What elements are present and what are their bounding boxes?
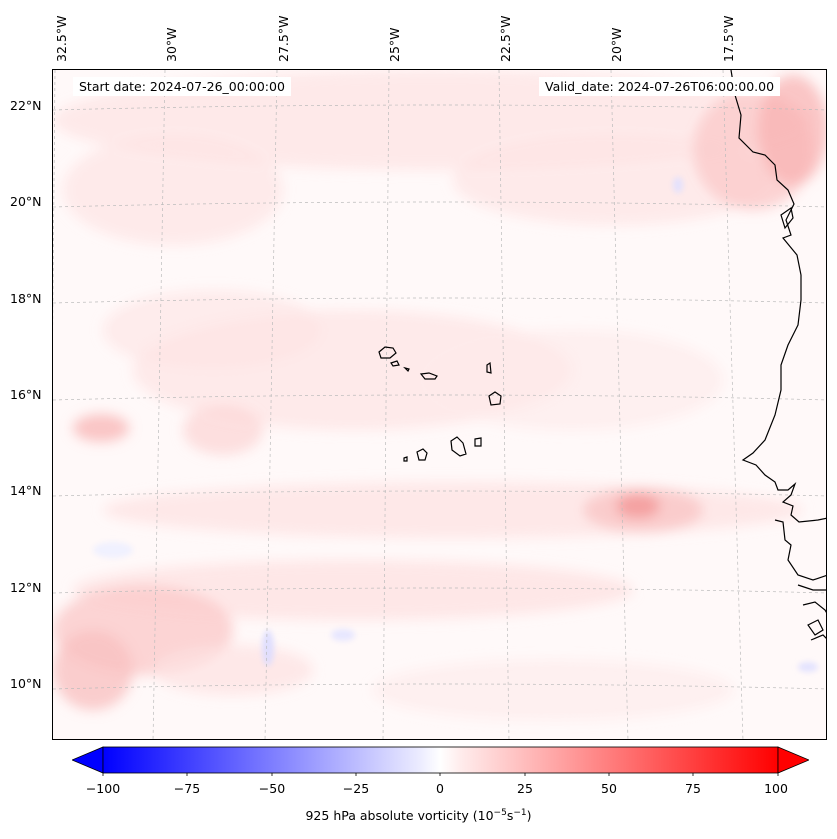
colorbar-label: 925 hPa absolute vorticity (10−5s−1) xyxy=(305,808,532,824)
lon-label-17-5w: 17.5°W xyxy=(721,15,736,62)
lat-label-10n: 10°N xyxy=(10,676,42,691)
lat-label-22n: 22°N xyxy=(10,98,42,113)
cb-tick-100: 100 xyxy=(764,781,788,796)
cb-tick-neg50: −50 xyxy=(258,781,286,796)
cb-tick-50: 50 xyxy=(601,781,617,796)
valid-date-label: Valid_date: 2024-07-26T06:00:00.00 xyxy=(539,77,781,96)
african-coastline xyxy=(730,70,826,641)
lon-label-25w: 25°W xyxy=(387,27,402,62)
lon-label-22-5w: 22.5°W xyxy=(498,15,513,62)
lat-label-14n: 14°N xyxy=(10,483,42,498)
cape-verde-islands xyxy=(378,346,502,462)
lat-label-18n: 18°N xyxy=(10,291,42,306)
vorticity-field xyxy=(53,70,826,720)
cb-tick-25: 25 xyxy=(517,781,533,796)
lon-label-27-5w: 27.5°W xyxy=(276,15,291,62)
lon-label-20w: 20°W xyxy=(609,27,624,62)
lon-label-32-5w: 32.5°W xyxy=(54,15,69,62)
cb-tick-neg75: −75 xyxy=(173,781,201,796)
colorbar-min-extend xyxy=(72,746,104,774)
cb-tick-neg100: −100 xyxy=(85,781,121,796)
lon-label-30w: 30°W xyxy=(164,27,179,62)
cb-tick-75: 75 xyxy=(685,781,701,796)
lat-label-16n: 16°N xyxy=(10,387,42,402)
map-canvas xyxy=(53,70,826,739)
vorticity-map[interactable] xyxy=(52,69,827,740)
cb-tick-0: 0 xyxy=(436,781,444,796)
negative-vorticity-patches xyxy=(93,177,818,672)
lat-label-12n: 12°N xyxy=(10,580,42,595)
lat-label-20n: 20°N xyxy=(10,194,42,209)
colorbar-gradient xyxy=(102,746,779,774)
start-date-label: Start date: 2024-07-26_00:00:00 xyxy=(73,77,291,96)
colorbar-tick-marks xyxy=(102,773,779,776)
cb-tick-neg25: −25 xyxy=(342,781,370,796)
colorbar-max-extend xyxy=(777,746,809,774)
gridlines xyxy=(53,70,826,739)
colorbar xyxy=(72,746,809,776)
